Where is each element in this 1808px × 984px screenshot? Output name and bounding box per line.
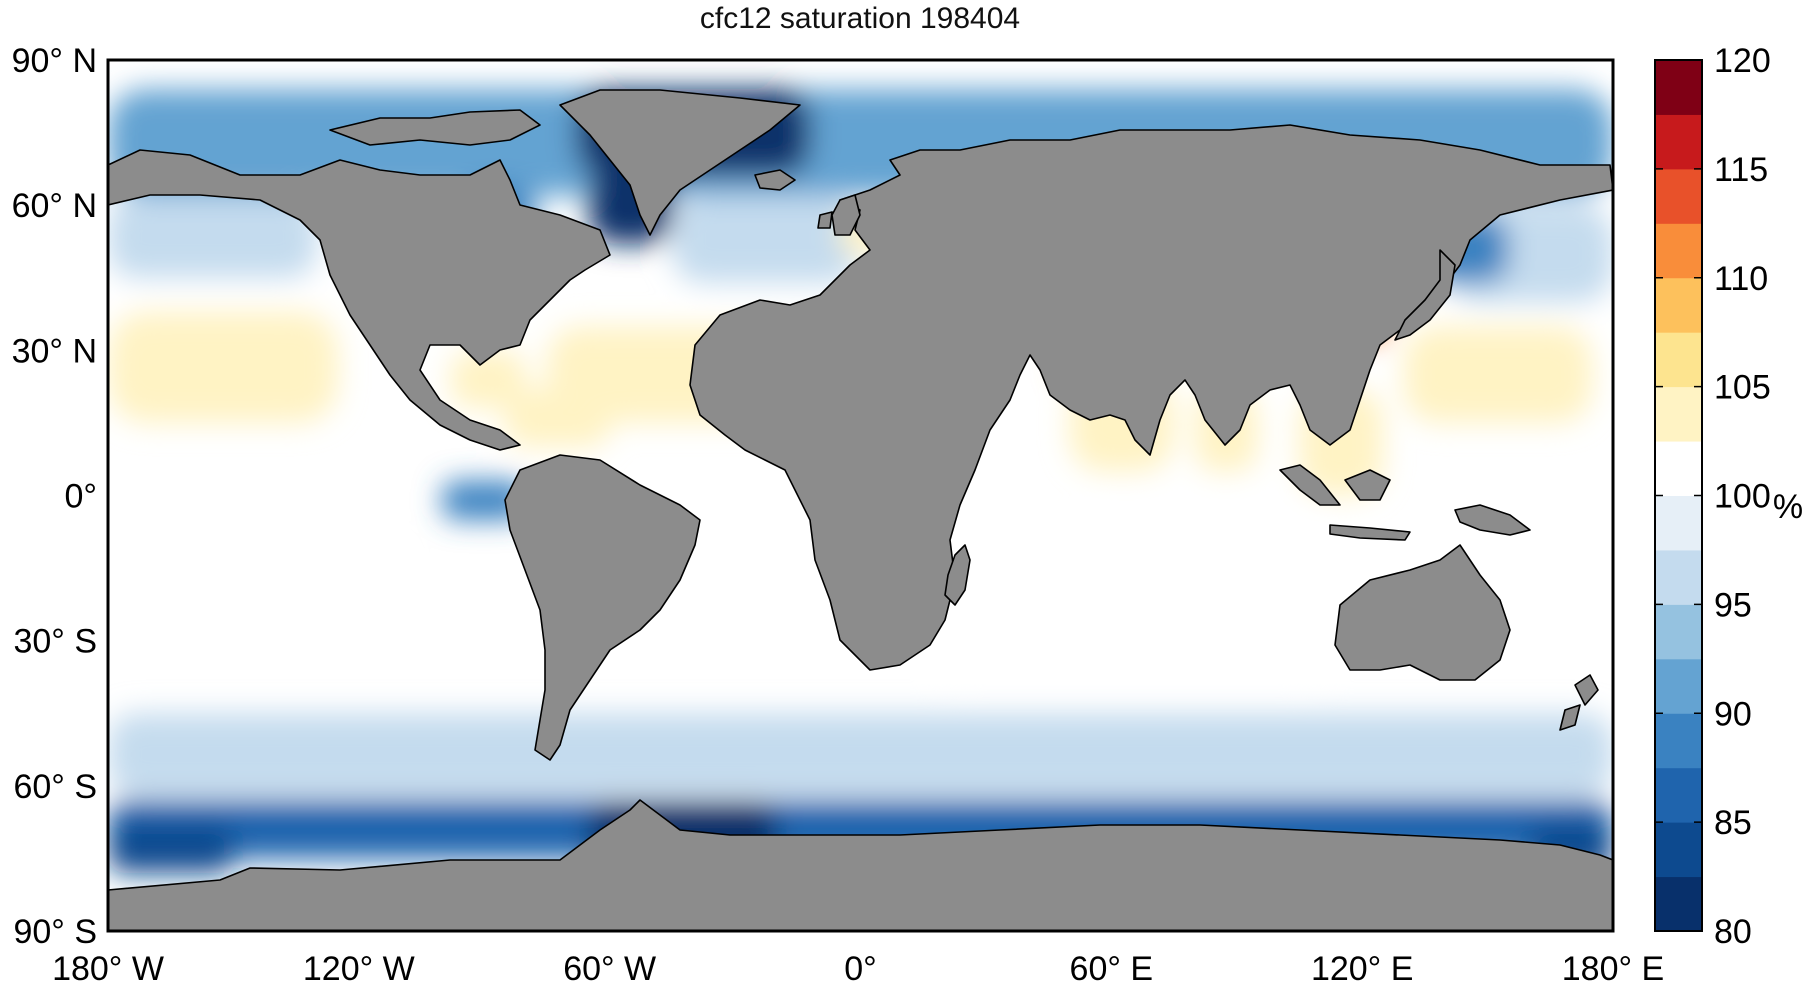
region-north-atlantic-subpolar [672, 195, 861, 283]
lon-tick-label: 120° W [303, 950, 415, 984]
region-caribbean [505, 389, 610, 448]
australia-land [1334, 544, 1511, 681]
lat-tick-label: 90° N [12, 42, 97, 80]
region-subtropical-north-pacific [108, 311, 338, 423]
colorbar-tick-label: 95 [1714, 586, 1752, 624]
colorbar-tick-label: 85 [1714, 804, 1752, 842]
lon-tick-label: 60° E [1070, 950, 1154, 984]
canadian-archipelago-land [329, 109, 541, 146]
greenland-land [559, 89, 801, 236]
south-america-land [504, 454, 701, 761]
lat-tick-label: 0° [64, 478, 97, 516]
colorbar-segment [1655, 114, 1702, 170]
colorbar-segment [1655, 441, 1702, 496]
colorbar-segment [1655, 822, 1702, 878]
lat-tick-label: 60° N [12, 187, 97, 225]
madagascar-land [944, 544, 971, 606]
lat-tick-label: 30° N [12, 332, 97, 370]
indonesia-land [1279, 464, 1411, 541]
colorbar-segment [1655, 495, 1702, 551]
colorbar-segment [1655, 767, 1702, 823]
colorbar-tick-label: 105 [1714, 369, 1771, 407]
north-america-land [108, 149, 611, 451]
colorbar-segment [1655, 658, 1702, 714]
new-zealand-land [1559, 674, 1599, 731]
colorbar-tick-label: 110 [1714, 260, 1768, 298]
colorbar-tick-labels: 120 115 110 105 100 95 90 85 80 [1655, 42, 1771, 951]
colorbar-tick-label: 90 [1714, 695, 1752, 733]
region-ross-sea-west [108, 824, 234, 873]
antarctica-land [108, 799, 1613, 931]
colorbar-segment [1655, 60, 1702, 115]
colorbar-tick-label: 115 [1714, 151, 1768, 189]
colorbar-segment [1655, 604, 1702, 660]
colorbar-unit-label: % [1773, 488, 1803, 526]
region-north-pacific-high [108, 195, 318, 278]
map-frame [106, 58, 1615, 933]
region-eastern-equatorial-pacific [442, 480, 527, 520]
region-south-indian-subtropic [944, 640, 1321, 690]
region-tropical-south-pacific [149, 543, 401, 641]
region-west-pacific-subtropic [1403, 326, 1593, 423]
new-guinea-land [1454, 504, 1531, 536]
africa-eurasia-land [689, 124, 1613, 671]
lat-tick-label: 30° S [13, 623, 97, 661]
japan-land [1394, 249, 1456, 341]
lat-tick-labels: 90° N 60° N 30° N 0° 30° S 60° S 90° S [12, 42, 97, 951]
map-area [108, 60, 1613, 931]
colorbar-segment [1655, 386, 1702, 442]
colorbar: 120 115 110 105 100 95 90 85 80 % [1654, 42, 1803, 951]
region-gulf-of-mexico [450, 350, 527, 409]
landmasses [108, 89, 1613, 931]
colorbar-segment [1655, 168, 1702, 224]
lon-tick-label: 60° W [563, 950, 656, 984]
colorbar-segment [1655, 277, 1702, 333]
lon-tick-label: 120° E [1311, 950, 1413, 984]
colorbar-segment [1655, 223, 1702, 279]
colorbar-segment [1655, 549, 1702, 605]
lon-tick-labels: 180° W 120° W 60° W 0° 60° E 120° E 180° E [52, 950, 1664, 984]
region-southern-ocean-band [108, 713, 1613, 796]
lon-tick-label: 180° W [52, 950, 164, 984]
region-south-indian [1069, 519, 1321, 617]
colorbar-segment [1655, 332, 1702, 388]
colorbar-segments [1655, 60, 1702, 932]
iceland-land [754, 169, 796, 191]
colorbar-tick-label: 120 [1714, 42, 1771, 80]
british-isles-land [817, 194, 861, 236]
colorbar-segment [1655, 876, 1702, 932]
colorbar-tick-label: 100 [1714, 478, 1771, 516]
colorbar-tick-label: 80 [1714, 913, 1752, 951]
map-title: cfc12 saturation 198404 [700, 2, 1020, 35]
lat-tick-label: 60° S [13, 768, 97, 806]
lon-tick-label: 0° [844, 950, 877, 984]
lon-tick-label: 180° E [1562, 950, 1664, 984]
lat-tick-label: 90° S [13, 913, 97, 951]
colorbar-segment [1655, 713, 1702, 769]
